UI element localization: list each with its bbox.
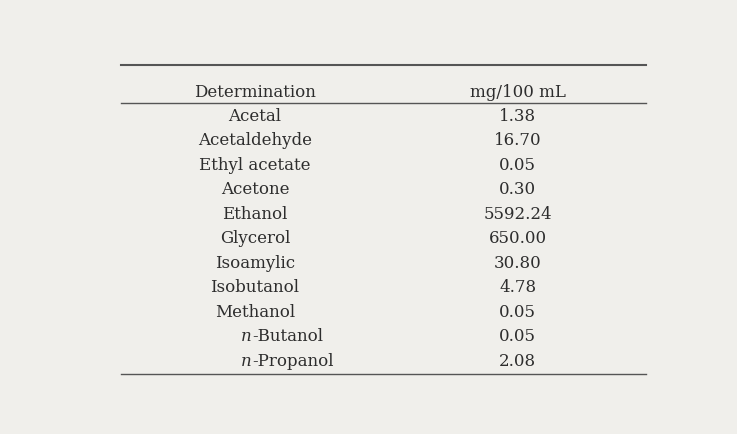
Text: mg/100 mL: mg/100 mL xyxy=(469,84,565,101)
Text: 2.08: 2.08 xyxy=(499,352,537,369)
Text: Acetaldehyde: Acetaldehyde xyxy=(198,132,312,149)
Text: Isobutanol: Isobutanol xyxy=(210,279,299,296)
Text: Isoamylic: Isoamylic xyxy=(215,254,295,271)
Text: -Propanol: -Propanol xyxy=(252,352,334,369)
Text: 30.80: 30.80 xyxy=(494,254,542,271)
Text: Acetone: Acetone xyxy=(220,181,289,198)
Text: 0.05: 0.05 xyxy=(499,303,536,320)
Text: 650.00: 650.00 xyxy=(489,230,547,247)
Text: Ethanol: Ethanol xyxy=(223,205,287,222)
Text: Methanol: Methanol xyxy=(215,303,295,320)
Text: 1.38: 1.38 xyxy=(499,108,537,125)
Text: -Butanol: -Butanol xyxy=(252,328,323,345)
Text: 5592.24: 5592.24 xyxy=(483,205,552,222)
Text: Ethyl acetate: Ethyl acetate xyxy=(199,157,311,174)
Text: 16.70: 16.70 xyxy=(494,132,542,149)
Text: Determination: Determination xyxy=(194,84,316,101)
Text: Acetal: Acetal xyxy=(228,108,282,125)
Text: 4.78: 4.78 xyxy=(499,279,537,296)
Text: 0.05: 0.05 xyxy=(499,157,536,174)
Text: n: n xyxy=(241,352,252,369)
Text: Glycerol: Glycerol xyxy=(220,230,290,247)
Text: 0.05: 0.05 xyxy=(499,328,536,345)
Text: n: n xyxy=(241,328,252,345)
Text: 0.30: 0.30 xyxy=(499,181,537,198)
